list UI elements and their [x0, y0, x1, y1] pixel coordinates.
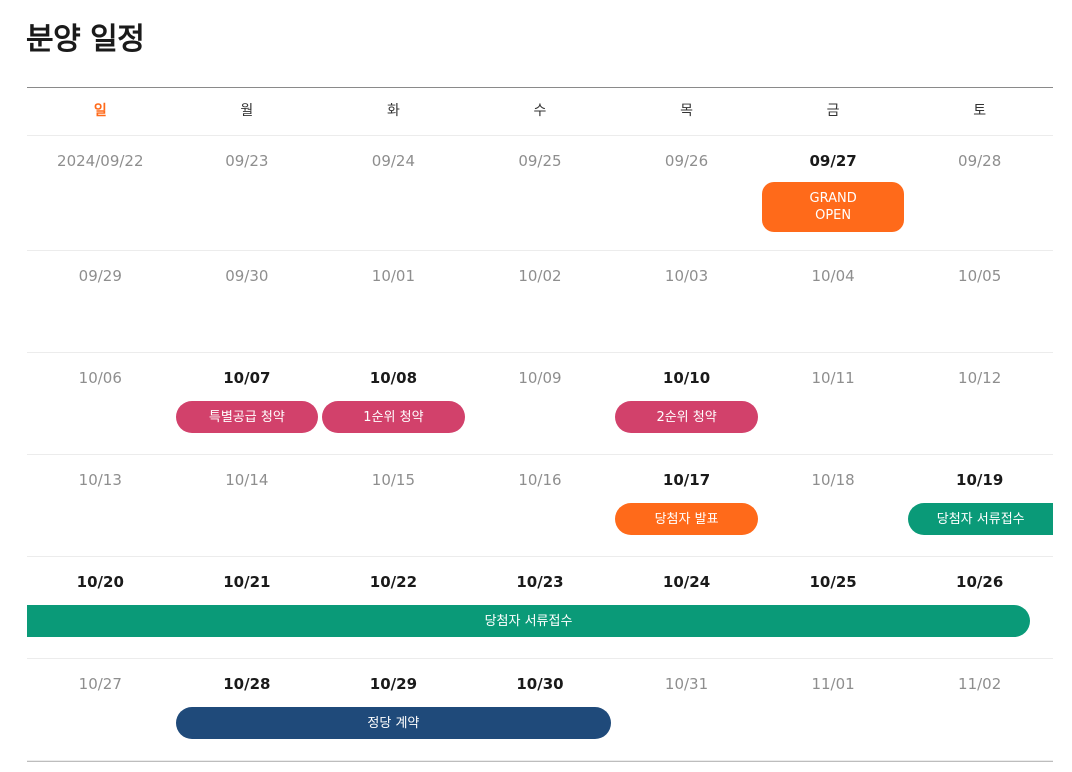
- date-cell: 09/24: [371, 152, 416, 170]
- date-cell: 09/29: [78, 267, 122, 285]
- week-row: 10/27 10/28 10/29 10/30 10/31 11/01 11/02 정당 계약: [27, 659, 1053, 761]
- event-label: 특별공급 청약: [208, 409, 285, 425]
- date-cell: 10/08: [369, 369, 418, 387]
- event-label: 당첨자 서류접수: [936, 511, 1025, 527]
- date-cell: 10/15: [371, 471, 416, 489]
- date-cell: 2024/09/22: [57, 152, 144, 170]
- event-contract[interactable]: 정당 계약: [175, 707, 612, 739]
- date-cell: 10/20: [76, 573, 124, 591]
- date-cell: 09/23: [225, 152, 269, 170]
- date-cell: 10/18: [811, 471, 855, 489]
- date-cell: 10/22: [369, 573, 418, 591]
- schedule-calendar: 일 월 화 수 목 금 토 2024/09/22 09/23 09/24 09/25 09/26 09…: [27, 87, 1053, 762]
- event-label: 정당 계약: [367, 715, 420, 731]
- weekday-sat: 토: [973, 103, 987, 119]
- date-cell: 10/07: [223, 369, 271, 387]
- date-cell: 10/23: [516, 573, 564, 591]
- event-first-priority[interactable]: 1순위 청약: [322, 401, 465, 433]
- date-cell: 10/02: [518, 267, 562, 285]
- date-cell: 10/26: [956, 573, 1004, 591]
- date-cell: 10/06: [78, 369, 122, 387]
- bottom-divider: [27, 761, 1053, 762]
- date-cell: 10/27: [78, 675, 122, 693]
- date-cell: 09/30: [225, 267, 269, 285]
- week-row: 10/06 10/07 10/08 10/09 10/10 10/11 10/12 특별공급 …: [27, 353, 1053, 455]
- event-label: 당첨자 발표: [654, 511, 719, 527]
- date-cell: 09/28: [958, 152, 1002, 170]
- date-cell: 10/29: [369, 675, 418, 693]
- event-special-supply[interactable]: 특별공급 청약: [175, 401, 319, 433]
- date-cell: 10/03: [664, 267, 709, 285]
- event-label: GRAND OPEN: [809, 191, 857, 223]
- date-cell: 10/28: [223, 675, 271, 693]
- event-label: 2순위 청약: [656, 409, 717, 425]
- date-cell: 10/19: [956, 471, 1004, 489]
- date-cell: 10/13: [78, 471, 122, 489]
- event-label: 당첨자 서류접수: [484, 613, 573, 629]
- weekday-wed: 수: [533, 103, 547, 119]
- date-cell: 10/17: [662, 471, 711, 489]
- event-document-submission-start[interactable]: 당첨자 서류접수: [908, 503, 1053, 535]
- date-cell: 10/31: [664, 675, 709, 693]
- weekday-fri: 금: [826, 103, 840, 119]
- date-cell: 10/30: [516, 675, 564, 693]
- date-cell: 10/16: [518, 471, 562, 489]
- weekday-tue: 화: [386, 103, 400, 119]
- event-document-submission[interactable]: 당첨자 서류접수: [27, 605, 1030, 637]
- week-row: 09/29 09/30 10/01 10/02 10/03 10/04 10/05: [27, 251, 1053, 353]
- date-cell: 10/21: [223, 573, 271, 591]
- date-cell: 10/05: [958, 267, 1002, 285]
- weekday-mon: 월: [240, 103, 254, 119]
- date-cell: 10/04: [811, 267, 855, 285]
- week-row: 10/13 10/14 10/15 10/16 10/17 10/18 10/19 당첨자 발…: [27, 455, 1053, 557]
- date-cell: 10/09: [518, 369, 562, 387]
- event-label: 1순위 청약: [363, 409, 424, 425]
- event-winner-announcement[interactable]: 당첨자 발표: [615, 503, 758, 535]
- date-cell: 09/26: [664, 152, 709, 170]
- page-title: 분양 일정: [26, 22, 145, 57]
- date-cell: 10/10: [662, 369, 711, 387]
- date-cell: 10/25: [809, 573, 857, 591]
- week-row: 2024/09/22 09/23 09/24 09/25 09/26 09/27 09/28…: [27, 136, 1053, 251]
- date-cell: 10/24: [662, 573, 711, 591]
- event-second-priority[interactable]: 2순위 청약: [615, 401, 758, 433]
- date-cell: 10/11: [811, 369, 855, 387]
- weekday-thu: 목: [680, 103, 693, 119]
- weekday-sun: 일: [93, 103, 107, 119]
- date-cell: 10/01: [371, 267, 416, 285]
- week-row: 10/20 10/21 10/22 10/23 10/24 10/25 10/26 당첨자 서…: [27, 557, 1053, 659]
- top-divider: [27, 87, 1053, 88]
- date-cell: 10/14: [225, 471, 269, 489]
- date-cell: 11/01: [811, 675, 855, 693]
- date-cell: 09/27: [809, 152, 857, 170]
- event-grand-open[interactable]: GRAND OPEN: [761, 182, 905, 232]
- date-cell: 11/02: [958, 675, 1002, 693]
- calendar-weeks: 2024/09/22 09/23 09/24 09/25 09/26 09/27 09/28…: [27, 136, 1053, 761]
- date-cell: 10/12: [958, 369, 1002, 387]
- date-cell: 09/25: [518, 152, 562, 170]
